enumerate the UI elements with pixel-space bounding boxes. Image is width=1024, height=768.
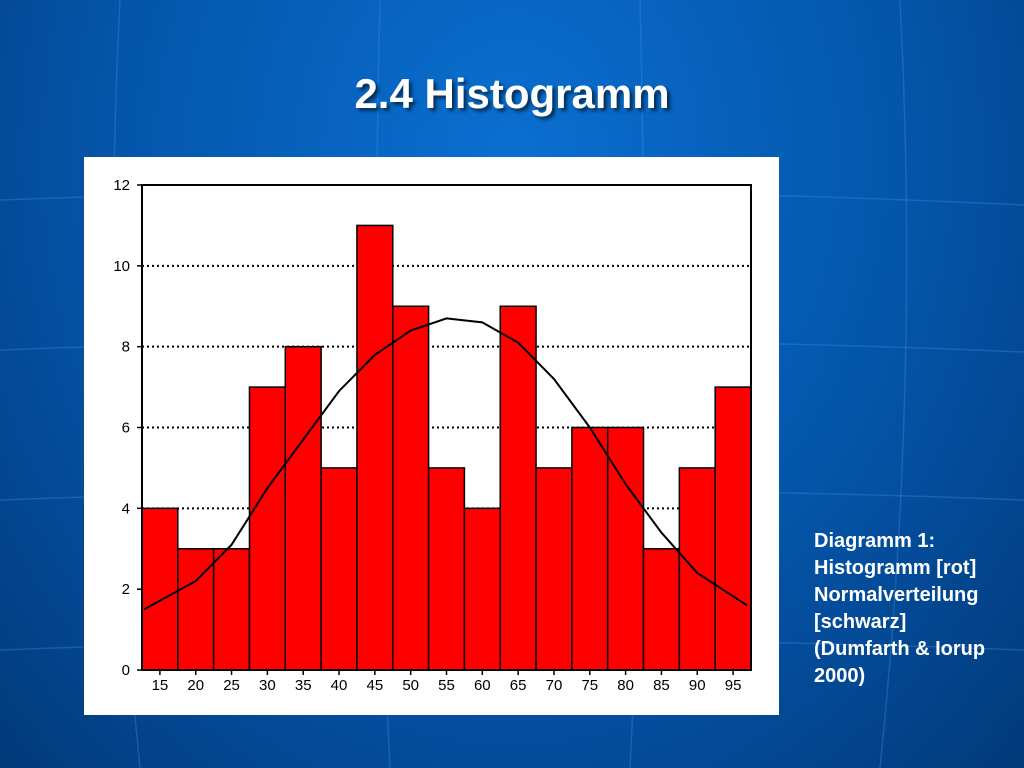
- histogram-bar: [392, 305, 430, 671]
- y-tick-label: 6: [122, 420, 130, 437]
- y-tick-label: 2: [122, 581, 130, 598]
- y-tick-label: 12: [113, 177, 130, 194]
- histogram-bar: [463, 507, 501, 671]
- histogram-bar: [356, 224, 394, 671]
- x-tick-label: 20: [187, 677, 204, 694]
- histogram-bar: [714, 386, 752, 671]
- histogram-bar: [248, 386, 287, 671]
- histogram-chart-panel: 0 2 4 6 8 10 12 15 20 25 30 35 40 45 50 55 60 65 70 75 80 85 9…: [84, 157, 779, 715]
- histogram-bar: [427, 467, 466, 671]
- normal-distribution-curve: [143, 317, 748, 611]
- x-tick-label: 80: [617, 677, 634, 694]
- y-tick-label: 10: [113, 258, 130, 275]
- histogram-bar: [212, 548, 251, 671]
- slide-title: 2.4 Histogramm: [354, 70, 670, 117]
- histogram-bar: [535, 467, 573, 671]
- x-tick-label: 50: [402, 677, 419, 694]
- histogram-bar: [141, 507, 179, 671]
- y-tick-label: 8: [122, 339, 130, 356]
- x-tick-label: 90: [689, 677, 706, 694]
- x-tick-label: 70: [546, 677, 563, 694]
- x-tick-label: 65: [510, 677, 527, 694]
- caption-line: Diagramm 1:: [814, 530, 936, 552]
- x-tick-label: 30: [259, 677, 276, 694]
- caption-line: 2000): [814, 665, 866, 687]
- x-tick-label: 45: [367, 677, 384, 694]
- x-tick-label: 85: [653, 677, 670, 694]
- histogram-bar: [642, 548, 681, 671]
- x-tick-label: 75: [581, 677, 598, 694]
- y-tick-label: 0: [122, 662, 130, 679]
- histogram-bar: [320, 467, 358, 671]
- histogram-bar: [499, 305, 537, 671]
- x-tick-label: 40: [331, 677, 348, 694]
- histogram-bar: [678, 467, 716, 671]
- caption-line: Histogramm [rot]: [814, 557, 977, 579]
- x-tick-label: 35: [295, 677, 312, 694]
- x-tick-label: 25: [223, 677, 240, 694]
- y-tick-label: 4: [122, 500, 130, 517]
- histogram-bar: [284, 345, 322, 671]
- x-tick-label: 15: [152, 677, 169, 694]
- caption-line: (Dumfarth & Iorup: [814, 638, 986, 660]
- x-tick-label: 60: [474, 677, 491, 694]
- caption-line: [schwarz]: [814, 611, 907, 633]
- histogram-bar: [571, 426, 609, 671]
- caption-line: Normalverteilung: [814, 584, 979, 606]
- x-tick-label: 95: [725, 677, 742, 694]
- chart-caption: Diagramm 1: Histogramm [rot] Normalverte…: [814, 528, 1019, 690]
- x-tick-label: 55: [438, 677, 455, 694]
- histogram-chart: 0 2 4 6 8 10 12 15 20 25 30 35 40 45 50 55 60 65 70 75 80 85 9…: [113, 177, 752, 694]
